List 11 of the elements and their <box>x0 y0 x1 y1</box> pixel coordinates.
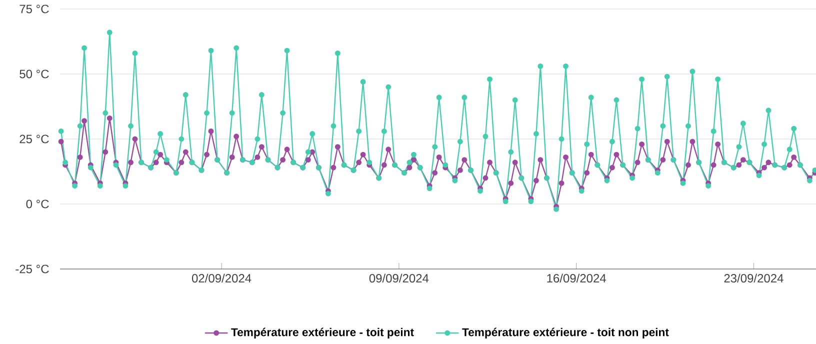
y-tick-label: -25 °C <box>16 264 49 274</box>
x-tick-label: 09/09/2024 <box>369 274 429 283</box>
y-tick-label: 0 °C <box>26 200 49 208</box>
y-tick-label: 75 °C <box>20 4 49 14</box>
y-tick-label: 50 °C <box>20 70 49 78</box>
legend-label: Température extérieure - toit peint <box>231 328 414 338</box>
x-tick-label: 23/09/2024 <box>724 274 784 283</box>
legend-label: Température extérieure - toit non peint <box>462 328 669 338</box>
y-tick-label: 25 °C <box>20 134 49 144</box>
x-tick-label: 02/09/2024 <box>192 274 252 283</box>
x-tick-label: 16/09/2024 <box>547 274 606 283</box>
